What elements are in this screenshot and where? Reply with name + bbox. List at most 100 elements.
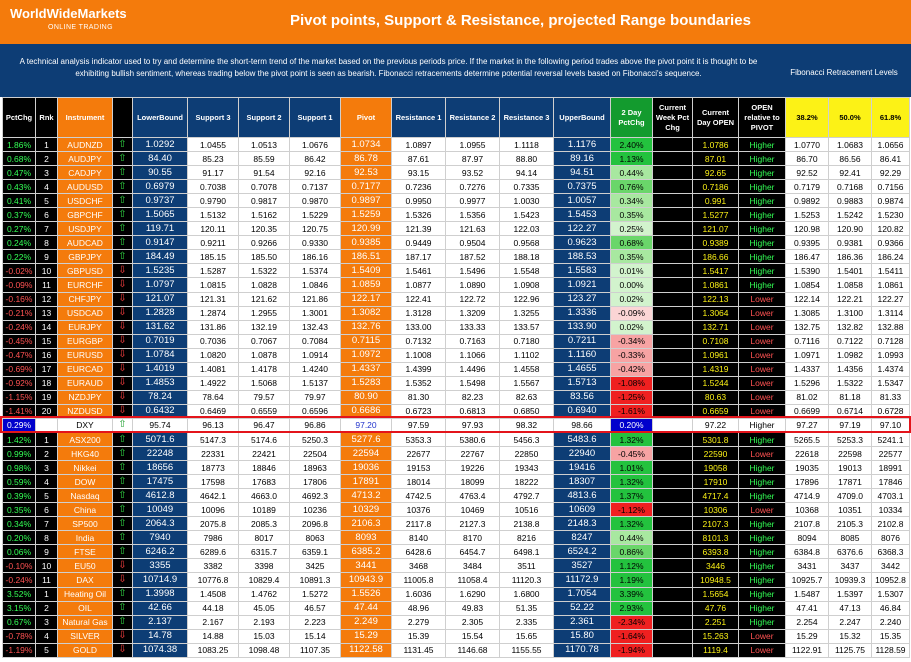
fib-382-cell: 81.02	[785, 389, 829, 405]
instrument-name[interactable]: HKG40	[57, 446, 113, 462]
table-row[interactable]: 0.67% 3 Natural Gas ⇧ 2.137 2.167 2.193 2.223 2.…	[2, 614, 910, 630]
instrument-name[interactable]: India	[57, 530, 113, 546]
table-row[interactable]: -0.78% 4 SILVER ⇩ 14.78 14.88 15.03 15.14 15.29 1…	[2, 628, 910, 644]
table-row[interactable]: -0.16% 12 CHFJPY ⇩ 121.07 121.31 121.62 121.86 1…	[2, 291, 910, 307]
col-header-resistance3[interactable]: Resistance 3	[499, 97, 554, 138]
table-row[interactable]: 0.59% 4 DOW ⇧ 17475 17598 17683 17806 17891 18014…	[2, 474, 910, 490]
table-row[interactable]: -0.92% 18 EURAUD ⇩ 1.4853 1.4922 1.5068 1.5137 1…	[2, 375, 910, 391]
instrument-name[interactable]: GBPJPY	[57, 249, 113, 265]
instrument-name[interactable]: DXY	[57, 417, 113, 433]
instrument-name[interactable]: China	[57, 502, 113, 518]
table-row[interactable]: 0.39% 5 Nasdaq ⇧ 4612.8 4642.1 4663.0 4692.3 471…	[2, 488, 910, 504]
table-row[interactable]: 1.86% 1 AUDNZD ⇧ 1.0292 1.0455 1.0513 1.0676 1.0…	[2, 136, 910, 153]
instrument-name[interactable]: CHFJPY	[57, 291, 113, 307]
level-cell-pv: 47.44	[340, 600, 392, 616]
col-header-pctchg[interactable]: PctChg	[2, 97, 36, 138]
table-row[interactable]: 0.68% 2 AUDJPY ⇧ 84.40 85.23 85.59 86.42 86.78 87…	[2, 151, 910, 167]
table-row[interactable]: 3.15% 2 OIL ⇧ 42.66 44.18 45.05 46.57 47.44 48.96…	[2, 600, 910, 616]
table-row[interactable]: 0.34% 7 SP500 ⇧ 2064.3 2075.8 2085.3 2096.8 2106…	[2, 516, 910, 532]
col-header-resistance2[interactable]: Resistance 2	[445, 97, 500, 138]
level-cell-ub: 1.0921	[553, 277, 611, 293]
table-row[interactable]: -0.21% 13 USDCAD ⇩ 1.2828 1.2874 1.2955 1.3001 1…	[2, 305, 910, 321]
col-header-support3[interactable]: Support 3	[187, 97, 239, 138]
instrument-name[interactable]: NZDUSD	[57, 403, 113, 419]
table-row[interactable]: -1.19% 5 GOLD ⇩ 1074.38 1083.25 1098.48 1107.35…	[2, 642, 910, 658]
instrument-name[interactable]: DOW	[57, 474, 113, 490]
instrument-name[interactable]: OIL	[57, 600, 113, 616]
instrument-name[interactable]: Nikkei	[57, 460, 113, 476]
table-row[interactable]: -0.10% 10 EU50 ⇩ 3355 3382 3398 3425 3441 3468 348…	[2, 558, 910, 574]
instrument-name[interactable]: NZDJPY	[57, 389, 113, 405]
table-row[interactable]: -0.02% 10 GBPUSD ⇩ 1.5235 1.5287 1.5322 1.5374 1…	[2, 263, 910, 279]
table-row[interactable]: -0.09% 11 EURCHF ⇩ 1.0797 1.0815 1.0828 1.0846 1…	[2, 277, 910, 293]
table-row[interactable]: -1.41% 20 NZDUSD ⇩ 0.6432 0.6469 0.6559 0.6596 0…	[2, 403, 910, 419]
table-row[interactable]: -0.45% 15 EURGBP ⇩ 0.7019 0.7036 0.7067 0.7084 0…	[2, 333, 910, 349]
instrument-name[interactable]: AUDNZD	[57, 136, 113, 153]
table-row[interactable]: 0.37% 6 GBPCHF ⇧ 1.5065 1.5132 1.5162 1.5229 1.5…	[2, 207, 910, 223]
col-header-resistance1[interactable]: Resistance 1	[391, 97, 446, 138]
table-row[interactable]: 0.20% 8 India ⇧ 7940 7986 8017 8063 8093 8140 8170…	[2, 530, 910, 546]
fib-500-cell: 0.7122	[828, 333, 872, 349]
table-row[interactable]: 0.06% 9 FTSE ⇧ 6246.2 6289.6 6315.7 6359.1 6385.…	[2, 544, 910, 560]
instrument-name[interactable]: FTSE	[57, 544, 113, 560]
instrument-name[interactable]: GBPCHF	[57, 207, 113, 223]
instrument-name[interactable]: AUDJPY	[57, 151, 113, 167]
table-row[interactable]: 0.43% 4 AUDUSD ⇧ 0.6979 0.7038 0.7078 0.7137 0.7…	[2, 179, 910, 195]
table-row[interactable]: 1.42% 1 ASX200 ⇧ 5071.6 5147.3 5174.6 5250.3 527…	[2, 431, 910, 448]
instrument-name[interactable]: EURGBP	[57, 333, 113, 349]
instrument-name[interactable]: EURCHF	[57, 277, 113, 293]
col-header-2day-pctchg[interactable]: 2 Day PctChg	[610, 97, 653, 138]
table-row[interactable]: -0.69% 17 EURCAD ⇩ 1.4019 1.4081 1.4178 1.4240 1…	[2, 361, 910, 377]
instrument-name[interactable]: DAX	[57, 572, 113, 588]
instrument-name[interactable]: EURJPY	[57, 319, 113, 335]
table-row[interactable]: 0.41% 5 USDCHF ⇧ 0.9737 0.9790 0.9817 0.9870 0.9…	[2, 193, 910, 209]
col-header-day-open[interactable]: Current Day OPEN	[692, 97, 739, 138]
level-cell-pv: 2.249	[340, 614, 392, 630]
col-header-support2[interactable]: Support 2	[238, 97, 290, 138]
col-header-upperbound[interactable]: UpperBound	[553, 97, 611, 138]
col-header-fib-500[interactable]: 50.0%	[828, 97, 872, 138]
table-row[interactable]: 0.29% DXY ⇧ 95.74 96.13 96.47 96.86 97.20 97.59 9…	[2, 417, 910, 433]
table-row[interactable]: 0.47% 3 CADJPY ⇧ 90.55 91.17 91.54 92.16 92.53 93…	[2, 165, 910, 181]
instrument-name[interactable]: Nasdaq	[57, 488, 113, 504]
instrument-name[interactable]: GOLD	[57, 642, 113, 658]
level-cell-r2: 2127.3	[445, 516, 500, 532]
col-header-instrument[interactable]: Instrument	[57, 97, 113, 138]
table-row[interactable]: -0.24% 14 EURJPY ⇩ 131.62 131.86 132.19 132.43 1…	[2, 319, 910, 335]
instrument-name[interactable]: USDCHF	[57, 193, 113, 209]
col-header-pivot[interactable]: Pivot	[340, 97, 392, 138]
table-row[interactable]: 0.27% 7 USDJPY ⇧ 119.71 120.11 120.35 120.75 120…	[2, 221, 910, 237]
col-header-rank[interactable]: Rnk	[35, 97, 58, 138]
instrument-name[interactable]: Natural Gas	[57, 614, 113, 630]
instrument-name[interactable]: USDJPY	[57, 221, 113, 237]
instrument-name[interactable]: Heating Oil	[57, 586, 113, 602]
table-row[interactable]: 3.52% 1 Heating Oil ⇧ 1.3998 1.4508 1.4762 1.52…	[2, 586, 910, 602]
table-row[interactable]: 0.35% 6 China ⇧ 10049 10096 10189 10236 10329 103…	[2, 502, 910, 518]
instrument-name[interactable]: AUDCAD	[57, 235, 113, 251]
instrument-name[interactable]: SILVER	[57, 628, 113, 644]
col-header-week-pctchg[interactable]: Current Week Pct Chg	[652, 97, 693, 138]
level-cell-lb: 5071.6	[132, 431, 188, 448]
col-header-fib-382[interactable]: 38.2%	[785, 97, 829, 138]
instrument-name[interactable]: EU50	[57, 558, 113, 574]
instrument-name[interactable]: EURAUD	[57, 375, 113, 391]
instrument-name[interactable]: ASX200	[57, 431, 113, 448]
instrument-name[interactable]: GBPUSD	[57, 263, 113, 279]
instrument-name[interactable]: EURUSD	[57, 347, 113, 363]
table-row[interactable]: -0.24% 11 DAX ⇩ 10714.9 10776.8 10829.4 10891.3…	[2, 572, 910, 588]
table-row[interactable]: -1.15% 19 NZDJPY ⇩ 78.24 78.64 79.57 79.97 80.90…	[2, 389, 910, 405]
col-header-open-relative[interactable]: OPEN relative to PIVOT	[738, 97, 786, 138]
col-header-support1[interactable]: Support 1	[289, 97, 341, 138]
instrument-name[interactable]: USDCAD	[57, 305, 113, 321]
instrument-name[interactable]: AUDUSD	[57, 179, 113, 195]
table-row[interactable]: 0.22% 9 GBPJPY ⇧ 184.49 185.15 185.50 186.16 186…	[2, 249, 910, 265]
table-row[interactable]: -0.47% 16 EURUSD ⇩ 1.0784 1.0820 1.0878 1.0914 1…	[2, 347, 910, 363]
instrument-name[interactable]: CADJPY	[57, 165, 113, 181]
instrument-name[interactable]: EURCAD	[57, 361, 113, 377]
col-header-fib-618[interactable]: 61.8%	[871, 97, 910, 138]
table-row[interactable]: 0.99% 2 HKG40 ⇧ 22248 22331 22421 22504 22594 226…	[2, 446, 910, 462]
table-row[interactable]: 0.24% 8 AUDCAD ⇧ 0.9147 0.9211 0.9266 0.9330 0.9…	[2, 235, 910, 251]
instrument-name[interactable]: SP500	[57, 516, 113, 532]
col-header-lowerbound[interactable]: LowerBound	[132, 97, 188, 138]
table-row[interactable]: 0.98% 3 Nikkei ⇧ 18656 18773 18846 18963 19036 19…	[2, 460, 910, 476]
